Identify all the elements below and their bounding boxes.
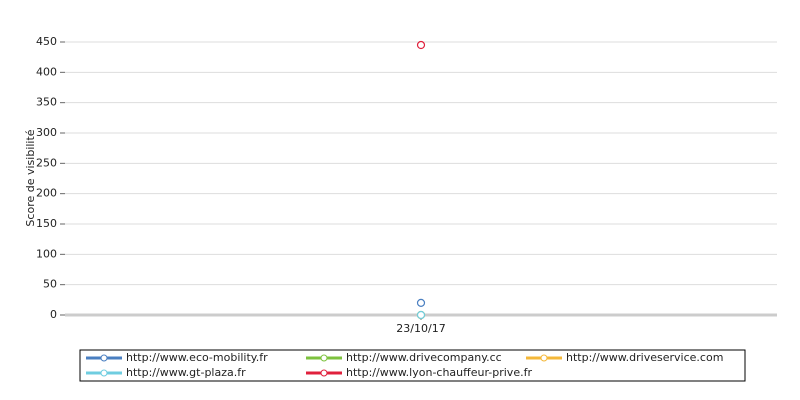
point — [416, 310, 426, 320]
legend-label: http://www.lyon-chauffeur-prive.fr — [346, 366, 532, 379]
y-tick-label: 400 — [36, 65, 57, 78]
y-tick-label: 450 — [36, 35, 57, 48]
legend-label: http://www.drivecompany.cc — [346, 351, 502, 364]
legend-marker — [320, 369, 328, 377]
legend-label: http://www.gt-plaza.fr — [126, 366, 246, 379]
x-tick-label: 23/10/17 — [396, 322, 445, 335]
y-tick-label: 200 — [36, 187, 57, 200]
legend-label: http://www.eco-mobility.fr — [126, 351, 268, 364]
y-tick-label: 0 — [50, 308, 57, 321]
y-tick-label: 300 — [36, 126, 57, 139]
legend-marker — [100, 354, 108, 362]
legend-marker — [320, 354, 328, 362]
point — [416, 298, 426, 307]
point — [416, 40, 426, 50]
legend-marker — [100, 369, 108, 377]
y-tick-label: 350 — [36, 96, 57, 109]
y-tick-label: 250 — [36, 156, 57, 169]
y-axis-label: Score de visibilité — [24, 129, 37, 226]
legend-marker — [540, 354, 548, 362]
y-tick-label: 150 — [36, 217, 57, 230]
y-tick-label: 100 — [36, 247, 57, 260]
legend-label: http://www.driveservice.com — [566, 351, 723, 364]
legend-box — [79, 349, 746, 382]
y-tick-label: 50 — [43, 278, 57, 291]
